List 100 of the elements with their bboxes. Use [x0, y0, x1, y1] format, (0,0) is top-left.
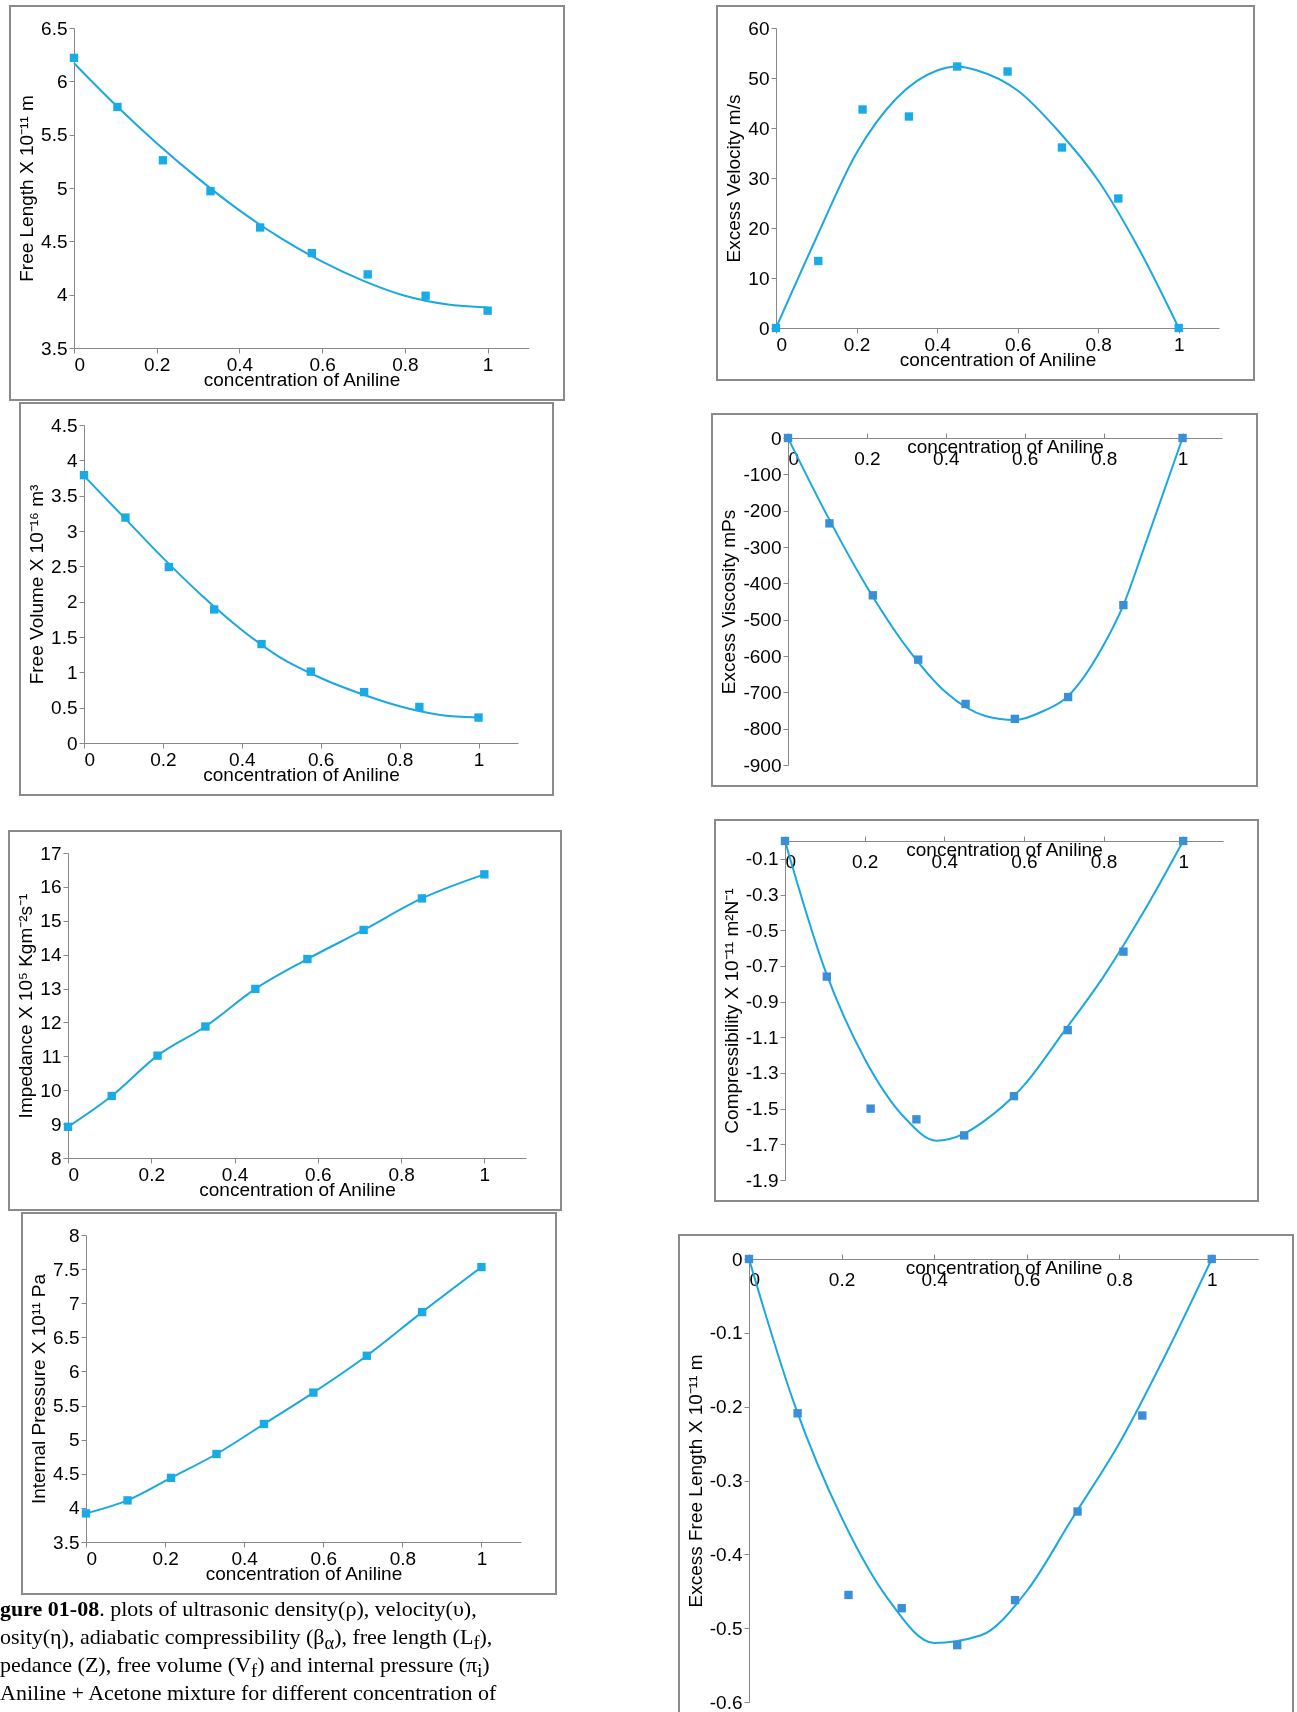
point	[107, 1091, 116, 1101]
point	[363, 270, 372, 279]
y-tick-label: 60	[748, 17, 770, 39]
point	[206, 187, 215, 196]
y-tick-label: 4	[68, 1497, 80, 1519]
point	[306, 667, 316, 676]
y-tick-label: -800	[743, 718, 782, 740]
point	[914, 655, 923, 664]
y-tick-label: -400	[743, 572, 782, 594]
x-tick-label: 0.4	[924, 333, 952, 355]
y-tick-label: 20	[748, 217, 770, 239]
y-tick-label: -500	[743, 609, 782, 631]
x-tick-label: 1	[473, 748, 485, 770]
point	[153, 1051, 162, 1060]
point	[953, 62, 962, 71]
x-tick-label: 1	[1173, 333, 1185, 355]
y-tick-label: -0.3	[745, 884, 779, 906]
point	[953, 1640, 962, 1650]
y-tick-label: 0	[770, 427, 782, 449]
x-tick-label: 1	[1177, 447, 1189, 469]
x-tick-label: 0.8	[1106, 1268, 1133, 1290]
point	[961, 699, 970, 709]
y-tick-label: 6.5	[53, 1326, 80, 1348]
point	[201, 1022, 210, 1031]
y-tick-label: 4.5	[53, 1463, 80, 1485]
y-tick-label: 0	[758, 317, 770, 339]
point	[1063, 1025, 1072, 1035]
y-tick-label: 0.5	[51, 697, 78, 719]
x-tick-label: 1	[476, 1547, 488, 1569]
y-axis-title: Compressibility X 10⁻¹¹ m²N⁻¹	[720, 888, 742, 1134]
point	[158, 156, 168, 165]
text: pedance (Z), free volume (V$_{f}$) and internal pressure (π$_{i}$)	[0, 1651, 491, 1682]
y-axis-title: Excess Free Length X 10⁻¹¹ m	[684, 1354, 706, 1608]
x-tick-label: 0.8	[389, 1547, 417, 1569]
y-tick-label: 6	[56, 70, 68, 92]
y-tick-label: 10	[40, 1079, 62, 1101]
y-tick-label: 15	[40, 910, 62, 932]
y-tick-label: 5	[56, 177, 68, 199]
x-tick-label: 0.8	[392, 353, 419, 375]
y-tick-label: -1.3	[745, 1062, 779, 1084]
y-axis-title: Internal Pressure X 10¹¹ Pa	[28, 1273, 50, 1505]
x-tick-label: 1	[479, 1163, 491, 1185]
point	[868, 591, 878, 600]
y-tick-label: -0.5	[745, 919, 779, 941]
x-tick-label: 1	[482, 353, 494, 375]
y-tick-label: 17	[40, 842, 62, 864]
point	[359, 925, 368, 935]
y-tick-label: 5	[68, 1429, 80, 1451]
y-tick-label: 14	[40, 944, 62, 966]
point	[1174, 323, 1183, 333]
y-tick-label: 9	[50, 1113, 62, 1135]
y-tick-label: -600	[743, 645, 782, 667]
x-tick-label: 0.4	[221, 1163, 249, 1185]
point	[744, 1254, 754, 1264]
x-tick-label: 0	[84, 748, 96, 770]
point	[1073, 1507, 1082, 1516]
y-axis-title: Impedance X 10⁵ Kgm⁻²s⁻¹	[15, 893, 37, 1119]
point	[1057, 143, 1067, 152]
point	[63, 1122, 73, 1132]
y-tick-label: 4	[56, 284, 68, 306]
y-tick-label: 2.5	[51, 555, 78, 577]
y-tick-label: -1.9	[745, 1169, 779, 1191]
point	[483, 306, 492, 315]
point	[210, 605, 219, 614]
text: gure 01-08. plots of ultrasonic density(ρ), velocity(υ),	[0, 1595, 478, 1623]
point	[1179, 836, 1188, 846]
x-tick-label: 0.8	[386, 748, 414, 770]
y-tick-label: -0.2	[709, 1396, 743, 1418]
y-tick-label: -0.6	[709, 1691, 743, 1712]
y-tick-label: 4	[66, 449, 78, 471]
point	[793, 1409, 802, 1418]
point	[897, 1604, 906, 1613]
y-tick-label: 5.5	[41, 124, 68, 146]
y-tick-label: -0.1	[745, 848, 779, 870]
point	[1010, 1595, 1020, 1605]
y-tick-label: 4.5	[41, 230, 68, 252]
y-tick-label: 1	[66, 661, 78, 683]
point	[359, 687, 369, 697]
y-tick-label: -100	[743, 463, 782, 485]
y-tick-label: -1.5	[745, 1098, 779, 1120]
point	[858, 105, 867, 114]
y-tick-label: 13	[40, 978, 62, 1000]
point	[421, 291, 430, 300]
y-tick-label: 0	[731, 1248, 743, 1270]
point	[164, 562, 174, 572]
y-tick-label: -1.1	[745, 1026, 779, 1048]
point	[212, 1449, 221, 1459]
point	[1178, 433, 1187, 443]
point	[362, 1351, 371, 1360]
point	[309, 1388, 318, 1397]
x-tick-label: 0.2	[138, 1163, 165, 1185]
y-tick-label: -0.3	[709, 1470, 743, 1491]
y-tick-label: -0.4	[709, 1543, 743, 1565]
y-axis-title: Free Volume X 10⁻¹⁶ m³	[26, 484, 48, 685]
y-tick-label: 3.5	[41, 337, 68, 359]
x-tick-label: 0.4	[226, 353, 254, 375]
x-tick-label: 0.2	[152, 1547, 179, 1569]
point	[1138, 1411, 1147, 1420]
point	[844, 1590, 853, 1600]
point	[69, 53, 79, 63]
